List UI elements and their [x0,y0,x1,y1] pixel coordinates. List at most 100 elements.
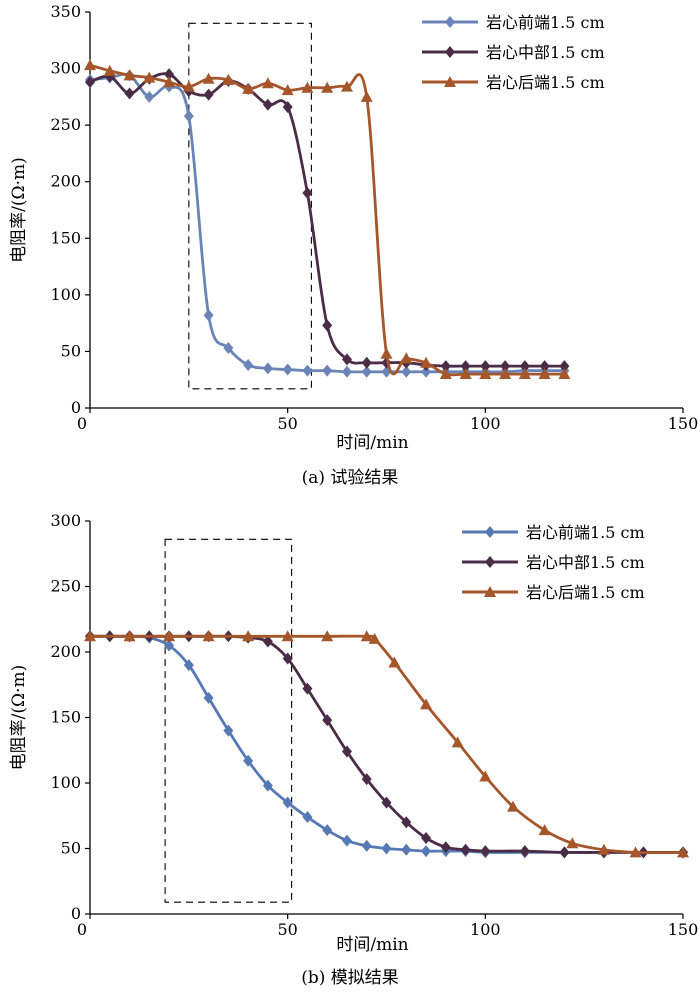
chart-panel-b: 0 50 100 150 200 250 300 0 50 100 150 时间/min 电阻率/(Ω·… [9,511,698,988]
data-point [459,368,472,380]
series-line [88,634,685,854]
data-point [163,76,176,88]
data-point [341,353,352,366]
data-point [341,834,352,847]
legend-marker [484,586,496,597]
data-point [281,630,294,642]
y-tick-label: 250 [50,577,81,596]
data-point [301,81,314,93]
data-point [261,77,274,89]
y-tick-label: 50 [61,341,81,360]
data-point [322,319,333,332]
data-point [539,360,550,373]
legend-label: 岩心前端1.5 cm [486,13,605,32]
data-point [360,630,373,642]
data-point [361,365,372,378]
data-point [282,101,293,114]
data-point [597,843,610,855]
data-point [519,845,530,858]
data-point [421,845,432,858]
data-point [282,363,293,376]
data-point [460,360,471,373]
data-point [243,754,254,767]
legend: 岩心前端1.5 cm 岩心中部1.5 cm 岩心后端1.5 cm [422,13,605,92]
x-tick-label: 150 [668,920,699,939]
chart-panel-a: 0 50 100 150 200 250 300 350 0 50 100 150 时间/min 电阻率/… [9,2,698,488]
figure-caption: (b) 模拟结果 [301,968,399,988]
x-tick-label: 50 [277,920,297,939]
series-line [88,634,685,854]
data-point [380,347,393,359]
legend-marker [445,16,455,28]
x-tick-label: 100 [470,414,501,433]
data-point [203,88,214,101]
data-point [282,652,293,665]
data-point [202,630,215,642]
data-point [558,368,571,380]
data-point [322,824,333,837]
data-point [84,630,96,642]
series-line [88,634,685,855]
data-point [480,360,491,373]
legend-label: 岩心前端1.5 cm [526,523,645,542]
data-point [85,76,95,89]
data-point [321,630,334,642]
data-point [440,360,451,373]
data-point [242,630,255,642]
data-point [480,845,491,858]
data-point [460,843,471,856]
data-point [262,98,273,111]
legend: 岩心前端1.5 cm 岩心中部1.5 cm 岩心后端1.5 cm [462,523,645,602]
data-point [559,360,570,373]
series-1 [85,69,570,378]
data-point [262,635,273,648]
data-point [203,309,214,322]
y-tick-label: 100 [50,285,81,304]
data-point [388,656,401,668]
data-point [123,630,136,642]
data-point [420,356,433,368]
y-tick-label: 150 [50,228,81,247]
data-point [84,59,96,71]
data-point [361,356,372,369]
data-point [401,816,412,829]
data-point [439,368,452,380]
data-point [222,73,235,85]
y-tick-label: 100 [50,773,81,792]
data-point [302,811,313,824]
data-point [223,342,234,355]
series-3 [84,59,571,380]
legend-marker [485,556,495,568]
data-point [401,843,412,856]
x-axis-label: 时间/min [336,433,408,453]
y-tick-label: 0 [71,904,81,923]
legend-label: 岩心后端1.5 cm [486,73,605,92]
data-point [144,90,155,103]
highlight-dashed-box [188,22,312,390]
data-point [223,724,234,737]
data-point [340,80,353,92]
series-2 [85,68,570,373]
y-tick-label: 300 [50,511,81,530]
data-point [302,187,313,200]
x-axis-label: 时间/min [336,935,408,955]
data-point [143,71,156,83]
data-point [361,839,372,852]
legend-marker [445,46,455,58]
data-point [479,770,492,782]
data-point [202,72,215,84]
data-point [440,841,451,854]
data-point [360,90,373,102]
data-point [262,362,273,375]
x-tick-label: 50 [277,414,297,433]
y-axis-label: 电阻率/(Ω·m) [9,665,29,771]
y-tick-label: 200 [50,172,81,191]
x-tick-label: 0 [77,920,87,939]
data-point [368,632,381,644]
data-point [321,81,334,93]
series-2 [85,630,688,859]
data-point [182,80,195,92]
y-tick-label: 300 [50,59,81,78]
data-point [103,64,116,76]
